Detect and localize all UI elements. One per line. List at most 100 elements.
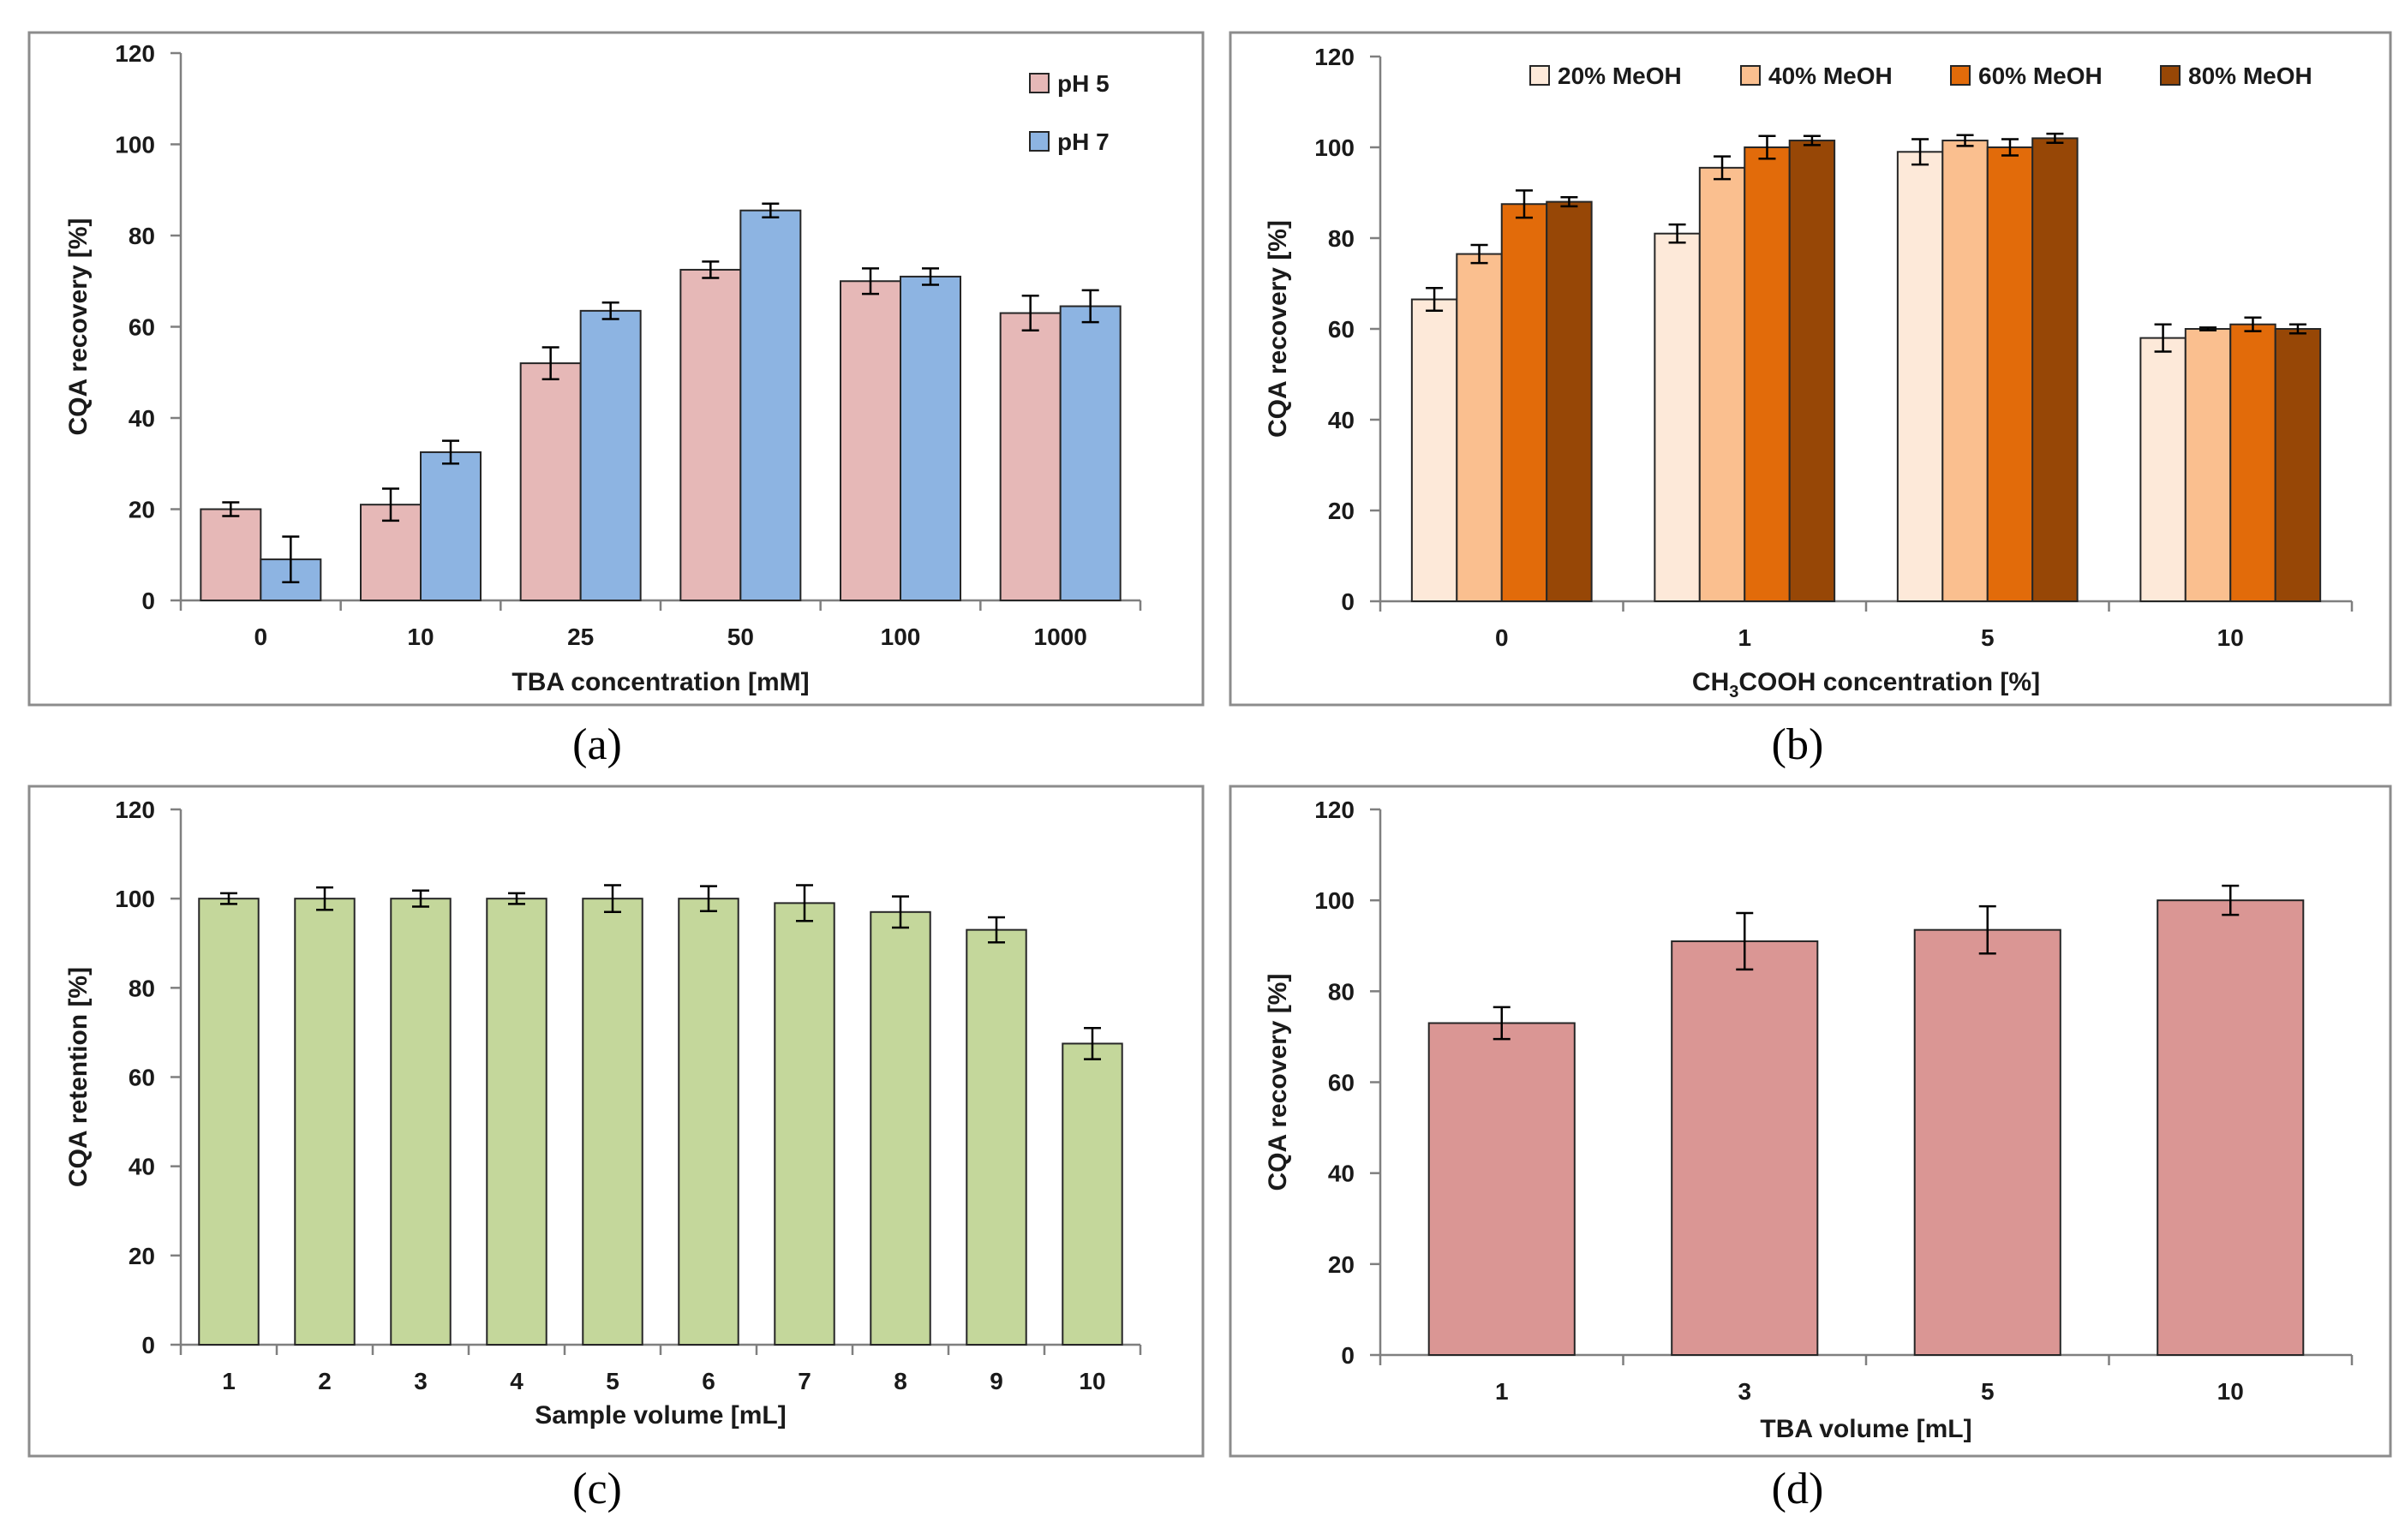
bar bbox=[1788, 140, 1836, 603]
x-axis-title-part: CH bbox=[1692, 668, 1729, 696]
legend: pH 5 pH 7 bbox=[1029, 70, 1110, 155]
x-tick-label: 5 bbox=[606, 1368, 619, 1394]
bar bbox=[774, 902, 835, 1346]
bar bbox=[486, 898, 547, 1346]
error-bar bbox=[316, 886, 333, 911]
bar bbox=[1671, 940, 1819, 1356]
error-bar bbox=[892, 895, 909, 929]
bar bbox=[579, 309, 642, 601]
bar bbox=[1896, 151, 1944, 603]
error-bar bbox=[988, 916, 1005, 944]
error-bar bbox=[442, 439, 459, 465]
bar bbox=[1062, 1042, 1123, 1346]
error-bar bbox=[796, 884, 813, 922]
legend-label: pH 7 bbox=[1057, 128, 1110, 155]
x-tick-label: 7 bbox=[798, 1368, 811, 1394]
y-tick-label: 40 bbox=[129, 405, 155, 432]
y-tick-label: 40 bbox=[129, 1154, 155, 1180]
y-tick-label: 60 bbox=[1328, 1070, 1355, 1096]
bar bbox=[2139, 337, 2187, 602]
bar bbox=[1698, 166, 1746, 602]
y-tick-label: 0 bbox=[1341, 1342, 1355, 1369]
bar bbox=[678, 898, 739, 1346]
bar bbox=[1546, 200, 1593, 602]
x-tick-label: 6 bbox=[702, 1368, 715, 1394]
bar bbox=[739, 209, 802, 601]
error-bar bbox=[922, 267, 939, 286]
error-bar bbox=[1493, 1006, 1511, 1041]
legend-label: 20% MeOH bbox=[1558, 63, 1682, 89]
error-bar bbox=[1736, 911, 1754, 971]
y-tick-label: 40 bbox=[1328, 1161, 1355, 1187]
y-tick-label: 20 bbox=[1328, 498, 1355, 524]
bar bbox=[870, 910, 931, 1346]
legend-swatch bbox=[1740, 65, 1761, 86]
error-bar bbox=[1803, 134, 1821, 146]
error-bar bbox=[1470, 243, 1488, 265]
error-bar bbox=[1081, 289, 1099, 324]
error-bar bbox=[1021, 295, 1039, 332]
chart-panel-b: 0 20 40 60 80 100 120 0 1 5 10 CQA recovery [%] CH3C… bbox=[1229, 31, 2392, 707]
y-tick-label: 80 bbox=[1328, 978, 1355, 1005]
y-tick-label: 0 bbox=[141, 588, 155, 614]
y-tick-label: 80 bbox=[1328, 225, 1355, 252]
error-bar bbox=[282, 535, 300, 583]
legend: 20% MeOH 40% MeOH 60% MeOH 80% MeOH bbox=[1529, 63, 2312, 89]
bar bbox=[1941, 140, 1989, 603]
x-tick-label: 0 bbox=[1495, 624, 1509, 651]
x-tick-label: 1000 bbox=[1034, 624, 1087, 650]
x-tick-label: 10 bbox=[2217, 624, 2244, 651]
error-bar bbox=[1758, 134, 1776, 160]
panel-label: (b) bbox=[1772, 720, 1824, 769]
bar bbox=[519, 362, 582, 601]
error-bar bbox=[601, 301, 619, 320]
error-bar bbox=[2046, 132, 2064, 144]
error-bar bbox=[1084, 1026, 1101, 1060]
error-bar bbox=[1426, 287, 1444, 313]
x-tick-label: 25 bbox=[567, 624, 594, 650]
legend-swatch bbox=[2160, 65, 2181, 86]
bar bbox=[1986, 146, 2034, 602]
bar bbox=[1744, 146, 1791, 602]
x-tick-label: 10 bbox=[1079, 1368, 1105, 1394]
bar bbox=[2229, 323, 2276, 602]
x-tick-label: 10 bbox=[2217, 1378, 2244, 1405]
error-bar bbox=[2001, 138, 2019, 157]
x-tick-label: 50 bbox=[727, 624, 754, 650]
error-bar bbox=[2199, 326, 2217, 331]
bar bbox=[1059, 305, 1122, 601]
error-bar bbox=[1911, 138, 1929, 166]
y-tick-label: 20 bbox=[1328, 1251, 1355, 1278]
x-tick-label: 1 bbox=[1738, 624, 1751, 651]
bar bbox=[2157, 899, 2305, 1356]
bar bbox=[1427, 1022, 1576, 1357]
x-tick-label: 3 bbox=[414, 1368, 428, 1394]
legend-label: 60% MeOH bbox=[1978, 63, 2103, 89]
x-axis-title-subscript: 3 bbox=[1729, 683, 1738, 701]
bar bbox=[1654, 232, 1701, 602]
y-tick-label: 0 bbox=[1341, 588, 1355, 615]
x-tick-label: 1 bbox=[1495, 1378, 1509, 1405]
y-tick-label: 60 bbox=[1328, 316, 1355, 343]
error-bar bbox=[1956, 134, 1974, 147]
x-tick-label: 4 bbox=[510, 1368, 523, 1394]
legend-label: 40% MeOH bbox=[1768, 63, 1893, 89]
x-tick-label: 9 bbox=[990, 1368, 1003, 1394]
error-bar bbox=[382, 487, 399, 522]
x-tick-label: 100 bbox=[881, 624, 921, 650]
error-bar bbox=[222, 501, 240, 517]
x-axis-title: CH3COOH concentration [%] bbox=[1692, 668, 2040, 701]
error-bar bbox=[220, 892, 237, 905]
y-tick-label: 20 bbox=[129, 497, 155, 523]
bar bbox=[999, 312, 1062, 601]
x-tick-label: 5 bbox=[1981, 1378, 1995, 1405]
y-tick-label: 100 bbox=[1314, 887, 1355, 914]
bar bbox=[966, 928, 1027, 1346]
legend-label: pH 5 bbox=[1057, 70, 1110, 97]
x-axis-title: Sample volume [mL] bbox=[535, 1401, 786, 1430]
x-tick-label: 10 bbox=[407, 624, 434, 650]
error-bar bbox=[700, 885, 717, 912]
bar bbox=[1456, 253, 1503, 602]
legend-swatch bbox=[1029, 73, 1050, 93]
error-bar bbox=[1668, 223, 1686, 244]
